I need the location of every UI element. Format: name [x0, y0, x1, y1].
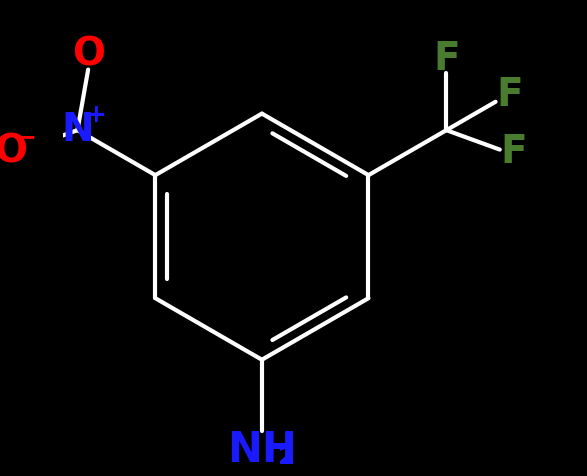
Text: NH: NH: [227, 429, 297, 471]
Text: −: −: [16, 125, 37, 149]
Text: F: F: [501, 133, 527, 171]
Text: O: O: [72, 35, 104, 73]
Text: +: +: [85, 103, 106, 127]
Text: O: O: [0, 132, 28, 170]
Text: N: N: [61, 111, 94, 149]
Text: F: F: [433, 40, 460, 78]
Text: F: F: [497, 76, 523, 114]
Text: 2: 2: [278, 445, 295, 469]
